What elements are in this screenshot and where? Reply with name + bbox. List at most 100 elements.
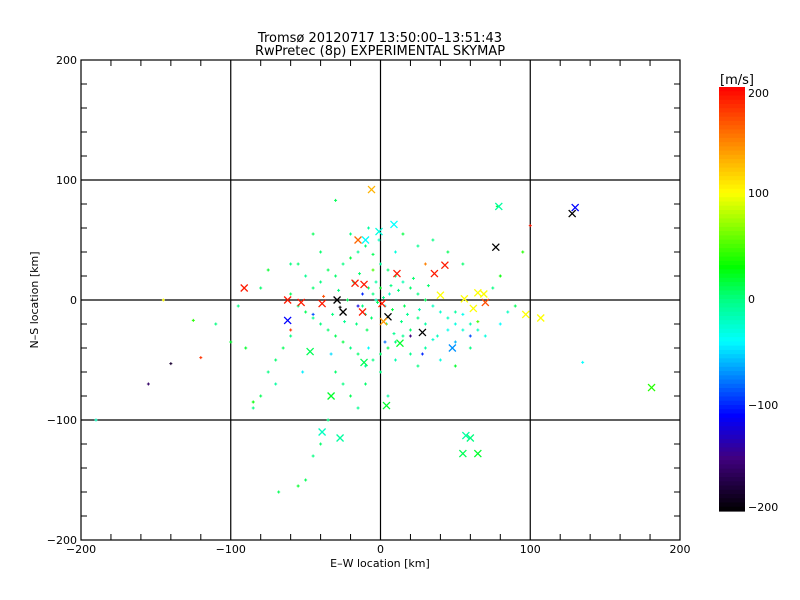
colorbar-segment [719,286,745,292]
point-marker [349,346,353,350]
colorbar-segment [719,481,745,487]
colorbar-segment [719,366,745,372]
point-marker [277,490,281,494]
point-marker [266,370,270,374]
colorbar-segment [719,303,745,309]
point-marker [191,318,195,322]
colorbar-segment [719,494,745,499]
cross-marker [351,279,360,288]
point-marker [461,328,465,332]
point-marker [446,316,450,320]
colorbar-segment [719,248,745,253]
colorbar-segment [719,464,745,470]
cross-marker [466,434,475,442]
point-marker [438,358,442,362]
y-tick-label: −100 [47,414,77,427]
colorbar-segment [719,87,745,92]
colorbar-segment [719,477,745,482]
point-marker [491,286,495,290]
point-marker [401,280,405,284]
colorbar-segment [719,443,745,448]
point-marker [386,394,390,398]
point-marker [356,406,360,410]
point-marker [296,484,300,488]
colorbar-segment [719,103,745,109]
point-marker [431,304,435,308]
point-marker [311,316,315,320]
colorbar-segment [719,413,745,419]
cross-marker [458,449,467,458]
colorbar-label: [m/s] [720,73,754,88]
colorbar-segment [719,400,745,406]
point-marker [468,346,472,350]
point-marker [367,226,371,230]
point-marker [326,268,330,272]
colorbar-segment [719,159,745,164]
point-marker [386,268,390,272]
colorbar-segment [719,324,745,330]
point-marker [361,292,365,296]
cross-marker [396,339,404,348]
point-marker [438,310,442,314]
point-marker [319,250,323,254]
colorbar-segment [719,388,745,393]
point-marker [416,244,420,248]
point-marker [229,340,233,344]
x-tick-label: 100 [520,543,541,556]
cross-marker [491,243,500,252]
point-marker [387,292,391,296]
point-marker [374,280,378,284]
cross-marker [460,294,469,303]
colorbar-segment [719,294,745,300]
colorbar-segment [719,197,745,203]
point-marker [411,276,415,280]
point-marker [337,288,341,292]
colorbar-segment [719,188,745,194]
point-marker [94,418,98,422]
point-marker [319,322,323,326]
colorbar-segment [719,421,745,427]
point-marker [389,284,393,288]
point-marker [468,334,472,338]
cross-marker [494,202,503,211]
point-marker [461,312,465,316]
point-marker [386,346,390,350]
colorbar-segment [719,252,745,258]
point-marker [341,382,345,386]
cross-marker [418,328,427,337]
point-marker [364,364,368,368]
cross-marker [382,401,391,410]
point-marker [446,328,450,332]
point-marker [393,340,397,344]
point-marker [379,352,382,356]
colorbar-segment [719,341,745,347]
cross-marker [283,316,292,325]
point-marker [423,298,427,302]
colorbar-tick-labels: 200 100 0 −100 −200 [748,87,778,514]
cross-marker [379,317,388,326]
point-marker [468,322,472,326]
cross-marker [473,288,482,297]
colorbar-segment [719,239,745,245]
colorbar-segment [719,269,745,275]
cross-marker [327,392,336,400]
point-marker [304,274,308,278]
x-tick-label: −100 [216,543,246,556]
point-marker [453,364,457,368]
point-marker [214,322,218,326]
point-marker [371,268,375,272]
colorbar-segment [719,231,745,236]
point-marker [393,250,397,254]
point-marker [367,346,371,350]
colorbar-segment [719,371,745,376]
cross-marker [479,290,488,298]
grid-lines [81,60,680,540]
point-marker [334,370,338,374]
point-marker [420,352,424,356]
colorbar-segment [719,184,745,190]
point-marker [513,304,517,308]
colorbar-segment [719,163,745,169]
colorbar-segment [719,256,745,262]
colorbar-segment [719,392,745,398]
